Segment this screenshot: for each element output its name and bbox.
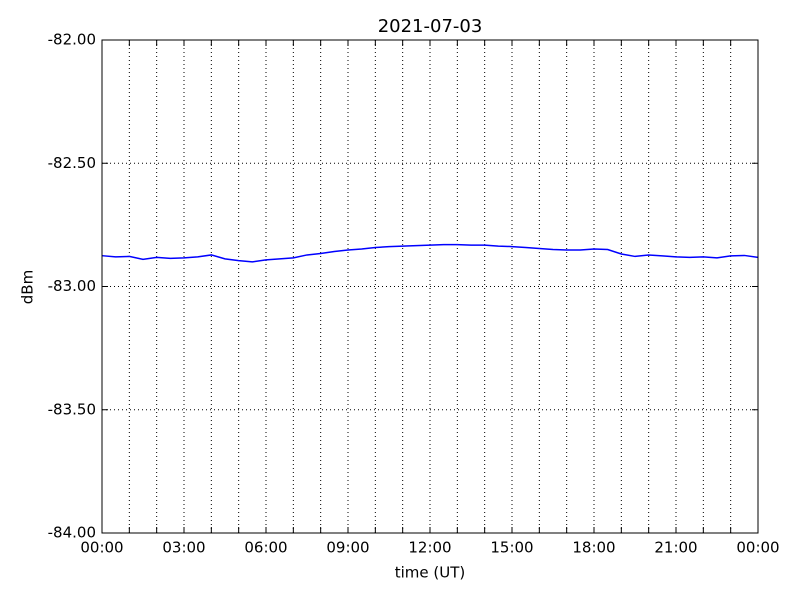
y-tick-label: -84.00 [48,524,96,542]
x-tick-label: 18:00 [572,539,615,557]
y-tick-label: -83.50 [48,400,96,418]
x-tick-label: 00:00 [736,539,779,557]
x-tick-label: 06:00 [244,539,287,557]
data-line [101,243,759,263]
x-axis-label: time (UT) [395,564,466,582]
plot-frame [101,39,759,534]
y-tick-label: -82.00 [48,31,96,49]
x-tick-label: 21:00 [654,539,697,557]
y-tick-label: -83.00 [48,277,96,295]
y-axis-label: dBm [19,270,37,304]
x-tick-label: 03:00 [162,539,205,557]
x-tick-label: 12:00 [408,539,451,557]
chart-title: 2021-07-03 [378,16,483,37]
x-tick-label: 09:00 [326,539,369,557]
x-tick-label: 15:00 [490,539,533,557]
x-tick-label: 00:00 [80,539,123,557]
y-tick-label: -82.50 [48,154,96,172]
